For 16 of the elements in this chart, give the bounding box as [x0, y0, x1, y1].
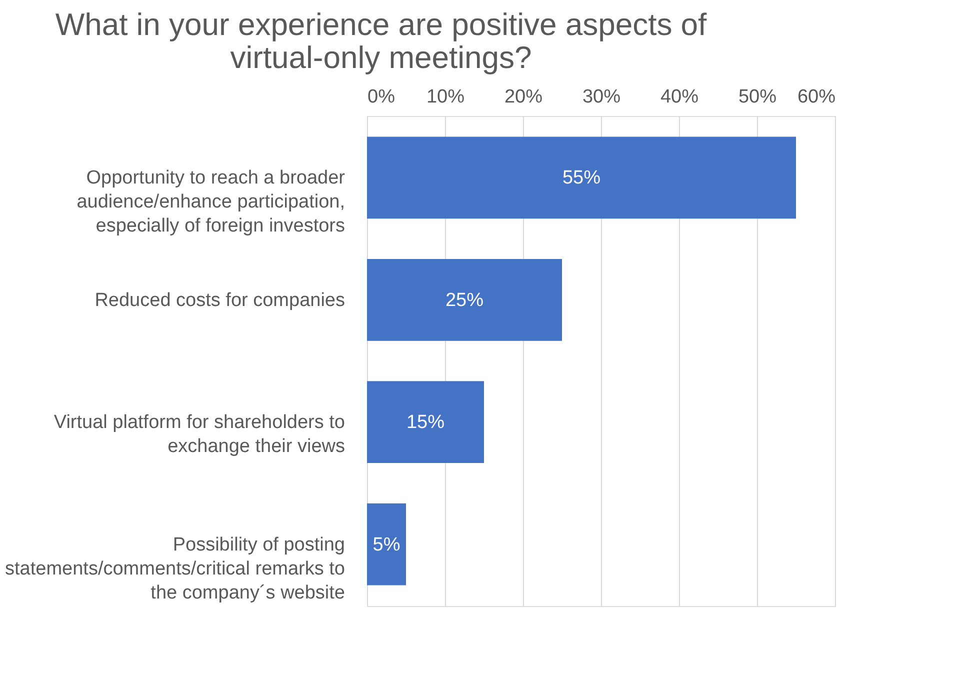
x-tick-label: 20% — [504, 86, 543, 108]
data-label: 5% — [372, 534, 400, 556]
data-label: 55% — [562, 168, 601, 189]
data-label: 25% — [445, 290, 484, 311]
data-label: 15% — [406, 412, 445, 434]
x-tick-label: 30% — [582, 86, 621, 108]
x-tick-label: 0% — [368, 86, 396, 108]
x-tick-label: 60% — [797, 86, 836, 108]
x-tick-label: 10% — [426, 86, 465, 108]
chart-title: What in your experience are positive aspects of virtual-only meetings? — [55, 7, 708, 75]
y-tick-label: Reduced costs for companies — [94, 290, 345, 311]
y-tick-label: Possibility of posting statements/comments/critical remarks to the company´s website — [5, 534, 345, 604]
x-tick-label: 40% — [660, 86, 699, 108]
y-tick-label: Opportunity to reach a broader audience/enhance participation, especially of foreign investors — [76, 168, 346, 237]
x-tick-label: 50% — [738, 86, 777, 108]
y-tick-label: Virtual platform for shareholders to exchange their views — [54, 412, 345, 458]
